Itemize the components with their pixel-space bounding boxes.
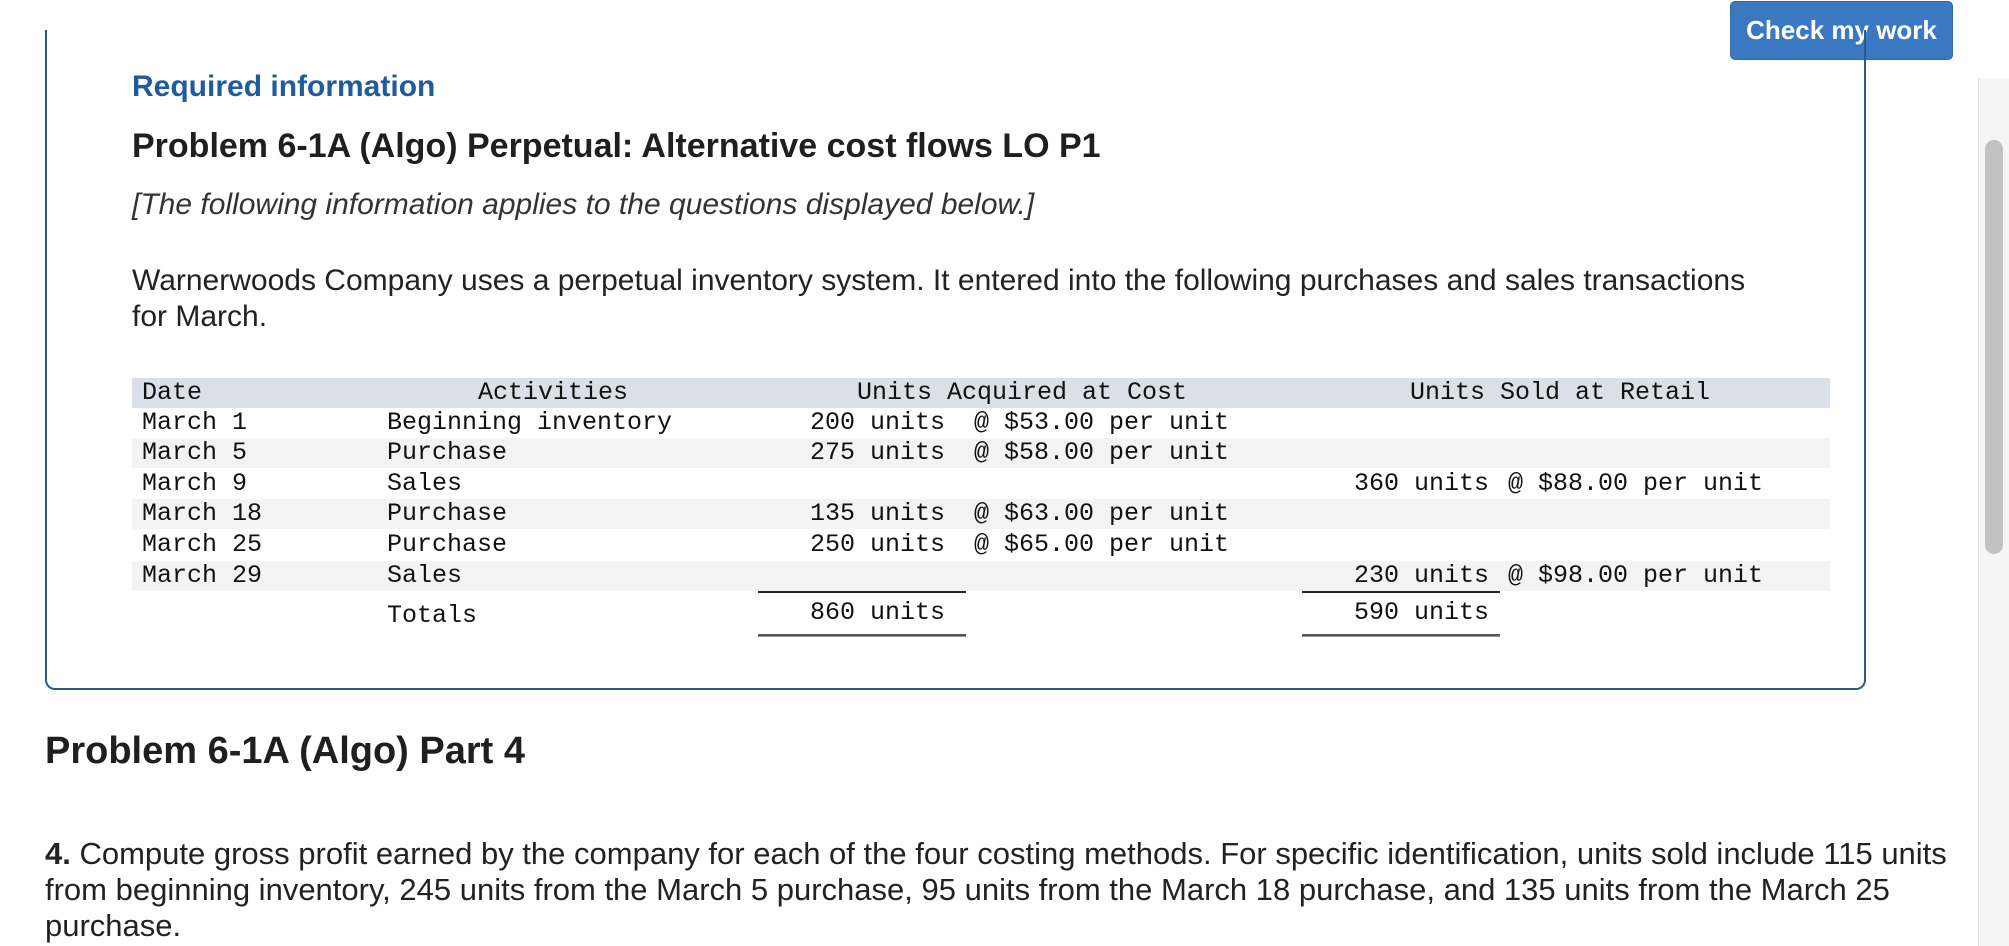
totals-acquired-units: 860 units [810,598,946,627]
row-activity: Sales [387,469,463,498]
question-text: 4. Compute gross profit earned by the co… [45,836,1975,944]
required-information-panel [45,30,1866,690]
table-row [132,438,1830,468]
problem-title: Problem 6-1A (Algo) Perpetual: Alternati… [132,127,1101,165]
row-acquired-units: 250 units [810,530,946,559]
table-row [132,561,1830,591]
scrollbar-thumb[interactable] [1985,140,2003,554]
header-units-sold: Units Sold at Retail [1410,378,1711,407]
row-activity: Sales [387,561,463,590]
row-date: March 9 [142,469,248,498]
row-acquired-price: @ $65.00 per unit [974,530,1230,559]
header-date: Date [142,378,203,407]
header-activities: Activities [478,378,629,407]
required-information-label: Required information [132,70,436,103]
row-date: March 1 [142,408,248,437]
acquired-subtotal-rule [758,591,966,593]
row-acquired-price: @ $63.00 per unit [974,499,1230,528]
row-sold-price: @ $88.00 per unit [1508,469,1764,498]
question-body: Compute gross profit earned by the compa… [45,836,1947,943]
header-units-acquired: Units Acquired at Cost [857,378,1188,407]
row-date: March 18 [142,499,263,528]
row-sold-price: @ $98.00 per unit [1508,561,1764,590]
intro-text: Warnerwoods Company uses a perpetual inv… [132,264,1746,333]
row-activity: Purchase [387,438,508,467]
row-activity: Purchase [387,499,508,528]
part-title: Problem 6-1A (Algo) Part 4 [45,730,526,772]
totals-sold-units: 590 units [1354,598,1490,627]
table-row [132,499,1830,529]
row-date: March 25 [142,530,263,559]
row-date: March 5 [142,438,248,467]
sold-subtotal-rule [1302,591,1500,593]
sold-total-rule [1302,634,1500,637]
row-date: March 29 [142,561,263,590]
row-sold-units: 230 units [1354,561,1490,590]
totals-label: Totals [387,601,478,630]
applies-note: [The following information applies to th… [132,188,1035,221]
table-header-row [132,378,1830,408]
question-number: 4. [45,836,71,871]
row-acquired-units: 275 units [810,438,946,467]
check-my-work-button[interactable]: Check my work [1730,1,1953,60]
row-acquired-price: @ $53.00 per unit [974,408,1230,437]
row-activity: Beginning inventory [387,408,673,437]
row-acquired-units: 135 units [810,499,946,528]
row-acquired-units: 200 units [810,408,946,437]
row-activity: Purchase [387,530,508,559]
acquired-total-rule [758,634,966,637]
row-sold-units: 360 units [1354,469,1490,498]
row-acquired-price: @ $58.00 per unit [974,438,1230,467]
